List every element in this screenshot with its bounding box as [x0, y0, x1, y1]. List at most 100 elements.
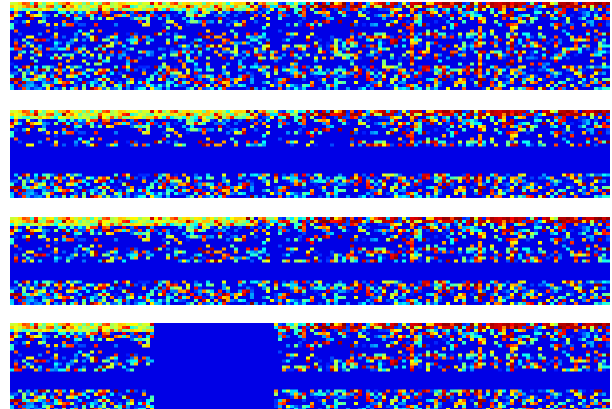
cell — [50, 250, 54, 254]
cell — [250, 223, 254, 227]
cell — [242, 220, 246, 224]
cell — [86, 68, 90, 72]
cell — [130, 2, 134, 6]
cell — [570, 253, 574, 257]
cell — [18, 119, 22, 123]
cell — [370, 80, 374, 84]
cell — [182, 250, 186, 254]
cell — [342, 110, 346, 114]
cell — [394, 259, 398, 263]
cell — [94, 143, 98, 147]
cell — [278, 86, 282, 90]
cell — [10, 122, 14, 126]
cell — [58, 2, 62, 6]
cell — [522, 179, 526, 183]
cell — [242, 65, 246, 69]
cell — [518, 68, 522, 72]
cell — [466, 247, 470, 251]
cell — [102, 220, 106, 224]
cell — [382, 5, 386, 9]
cell — [394, 5, 398, 9]
cell — [266, 223, 270, 227]
cell — [582, 188, 586, 192]
cell — [86, 113, 90, 117]
cell — [14, 77, 18, 81]
cell — [210, 44, 214, 48]
cell — [18, 110, 22, 114]
cell — [182, 65, 186, 69]
cell — [278, 137, 282, 141]
cell — [110, 179, 114, 183]
cell — [414, 56, 418, 60]
cell — [582, 223, 586, 227]
cell — [26, 250, 30, 254]
cell — [282, 176, 286, 180]
cell — [546, 217, 550, 221]
cell — [254, 280, 258, 284]
cell — [22, 71, 26, 75]
cell — [66, 223, 70, 227]
cell — [30, 188, 34, 192]
cell — [186, 217, 190, 221]
cell — [186, 23, 190, 27]
cell — [114, 86, 118, 90]
cell — [158, 247, 162, 251]
cell — [286, 113, 290, 117]
cell — [254, 116, 258, 120]
cell — [370, 35, 374, 39]
cell — [14, 8, 18, 12]
cell — [334, 5, 338, 9]
cell — [74, 122, 78, 126]
cell — [146, 5, 150, 9]
cell — [370, 250, 374, 254]
cell — [362, 32, 366, 36]
cell — [346, 53, 350, 57]
cell — [218, 122, 222, 126]
cell — [326, 194, 330, 198]
cell — [294, 5, 298, 9]
cell — [426, 110, 430, 114]
cell — [418, 217, 422, 221]
cell — [154, 5, 158, 9]
cell — [74, 74, 78, 78]
cell — [570, 182, 574, 186]
cell — [558, 38, 562, 42]
cell — [186, 8, 190, 12]
cell — [242, 8, 246, 12]
cell — [462, 176, 466, 180]
cell — [378, 47, 382, 51]
cell — [202, 80, 206, 84]
cell — [210, 220, 214, 224]
cell — [110, 125, 114, 129]
cell — [286, 194, 290, 198]
cell — [198, 122, 202, 126]
cell — [166, 173, 170, 177]
cell — [30, 83, 34, 87]
cell — [50, 47, 54, 51]
cell — [490, 113, 494, 117]
cell — [278, 191, 282, 195]
cell — [394, 86, 398, 90]
cell — [514, 217, 518, 221]
cell — [86, 32, 90, 36]
cell — [470, 185, 474, 189]
cell — [58, 110, 62, 114]
cell — [586, 226, 590, 230]
cell — [34, 110, 38, 114]
cell — [574, 44, 578, 48]
cell — [510, 232, 514, 236]
cell — [490, 226, 494, 230]
cell — [134, 68, 138, 72]
cell — [18, 217, 22, 221]
cell — [478, 38, 482, 42]
cell — [234, 80, 238, 84]
cell — [290, 179, 294, 183]
cell — [174, 32, 178, 36]
cell — [394, 220, 398, 224]
cell — [50, 5, 54, 9]
cell — [198, 283, 202, 287]
cell — [510, 11, 514, 15]
cell — [142, 194, 146, 198]
cell — [142, 191, 146, 195]
cell — [458, 32, 462, 36]
